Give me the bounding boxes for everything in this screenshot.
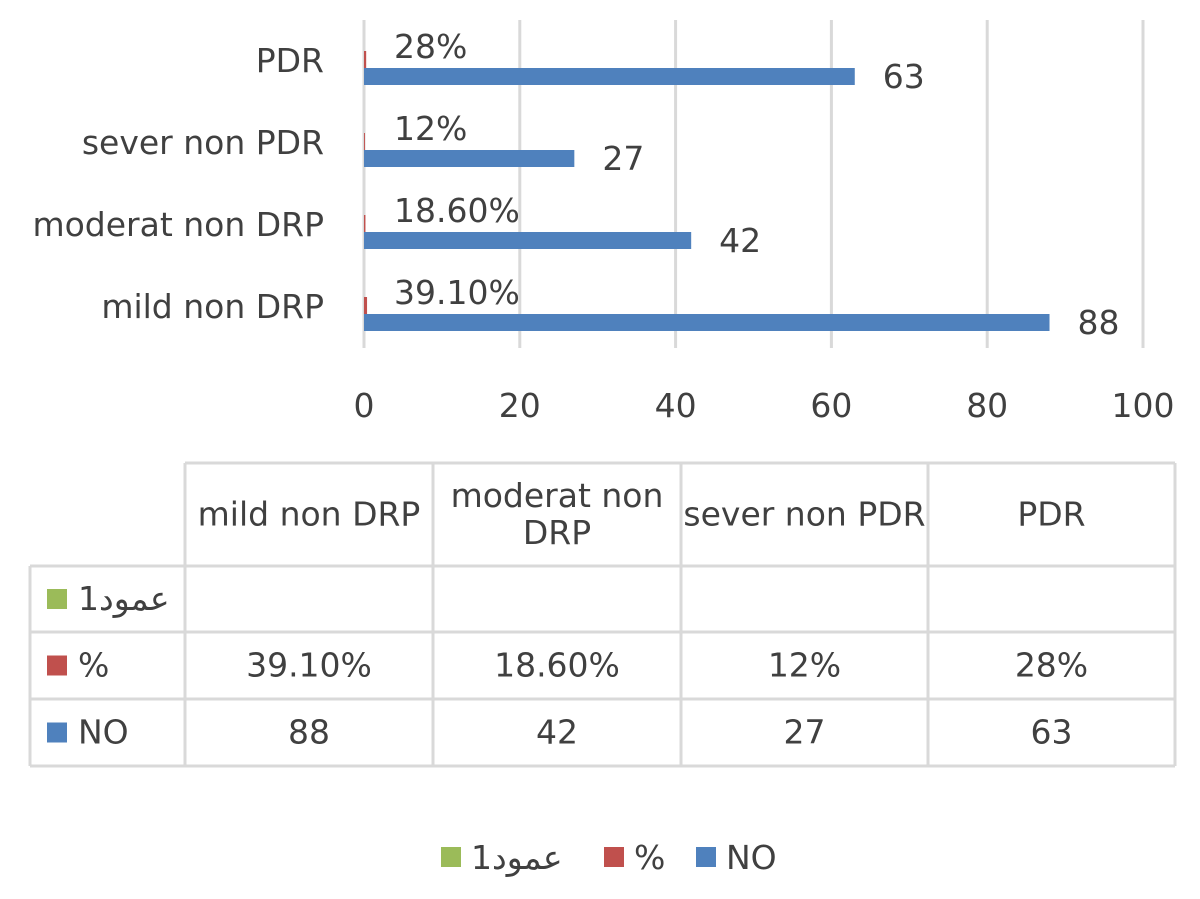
table-cell: 28% (1015, 646, 1088, 685)
plot-area: 88 39.10% 42 18.60% 27 12% 63 28% (364, 27, 1120, 342)
legend-key (696, 847, 716, 867)
data-label-percent: 18.60% (394, 191, 520, 230)
data-label-percent: 28% (394, 27, 467, 66)
legend-key (441, 847, 461, 867)
bar-no (364, 150, 575, 167)
table-cell: 42 (536, 713, 578, 752)
table-header: PDR (1017, 495, 1085, 534)
table-cell: 88 (288, 713, 330, 752)
table-header: sever non PDR (683, 495, 925, 534)
category-label: sever non PDR (82, 123, 324, 162)
legend-key (604, 847, 624, 867)
table-cell: 63 (1031, 713, 1073, 752)
legend: عمود1% NO (441, 838, 777, 877)
bar-percent (364, 215, 366, 232)
table-legend-key (47, 722, 67, 743)
data-table: mild non DRP moderat non DRP sever non PDR P… (28, 461, 1177, 768)
x-tick-label: 0 (354, 386, 375, 425)
data-label-no: 88 (1078, 303, 1120, 342)
bar-percent (364, 133, 365, 150)
table-row-label: عمود1 (78, 579, 170, 618)
table-cell: 39.10% (246, 646, 372, 685)
x-tick-label: 80 (966, 386, 1008, 425)
table-legend-key (47, 655, 67, 676)
data-label-no: 42 (719, 221, 761, 260)
data-label-percent: 39.10% (394, 273, 520, 312)
category-label: PDR (256, 41, 324, 80)
table-cell: 18.60% (494, 646, 620, 685)
data-label-no: 27 (602, 139, 644, 178)
legend-label: NO (726, 838, 777, 877)
value-axis: 0 20 40 60 80 100 (354, 386, 1175, 425)
bar-no (364, 232, 692, 249)
table-cell: 27 (784, 713, 826, 752)
category-label: moderat non DRP (32, 205, 324, 244)
legend-label: % (634, 838, 665, 877)
x-tick-label: 60 (810, 386, 852, 425)
category-axis: mild non DRP moderat non DRP sever non PDR… (32, 41, 324, 326)
table-header: moderat non DRP (451, 476, 664, 552)
data-label-percent: 12% (394, 109, 467, 148)
table-row-label: % (78, 646, 109, 685)
bar-no (364, 68, 855, 85)
data-label-no: 63 (883, 57, 925, 96)
x-tick-label: 20 (499, 386, 541, 425)
table-legend-key (47, 589, 67, 609)
table-header: mild non DRP (198, 495, 421, 534)
bar-percent (364, 51, 367, 68)
bar-percent (364, 297, 368, 314)
category-label: mild non DRP (101, 287, 324, 326)
x-tick-label: 100 (1112, 386, 1175, 425)
legend-label: عمود1 (471, 838, 563, 877)
bar-no (364, 314, 1050, 331)
x-tick-label: 40 (655, 386, 697, 425)
table-row-label: NO (78, 713, 129, 752)
table-cell: 12% (768, 646, 841, 685)
